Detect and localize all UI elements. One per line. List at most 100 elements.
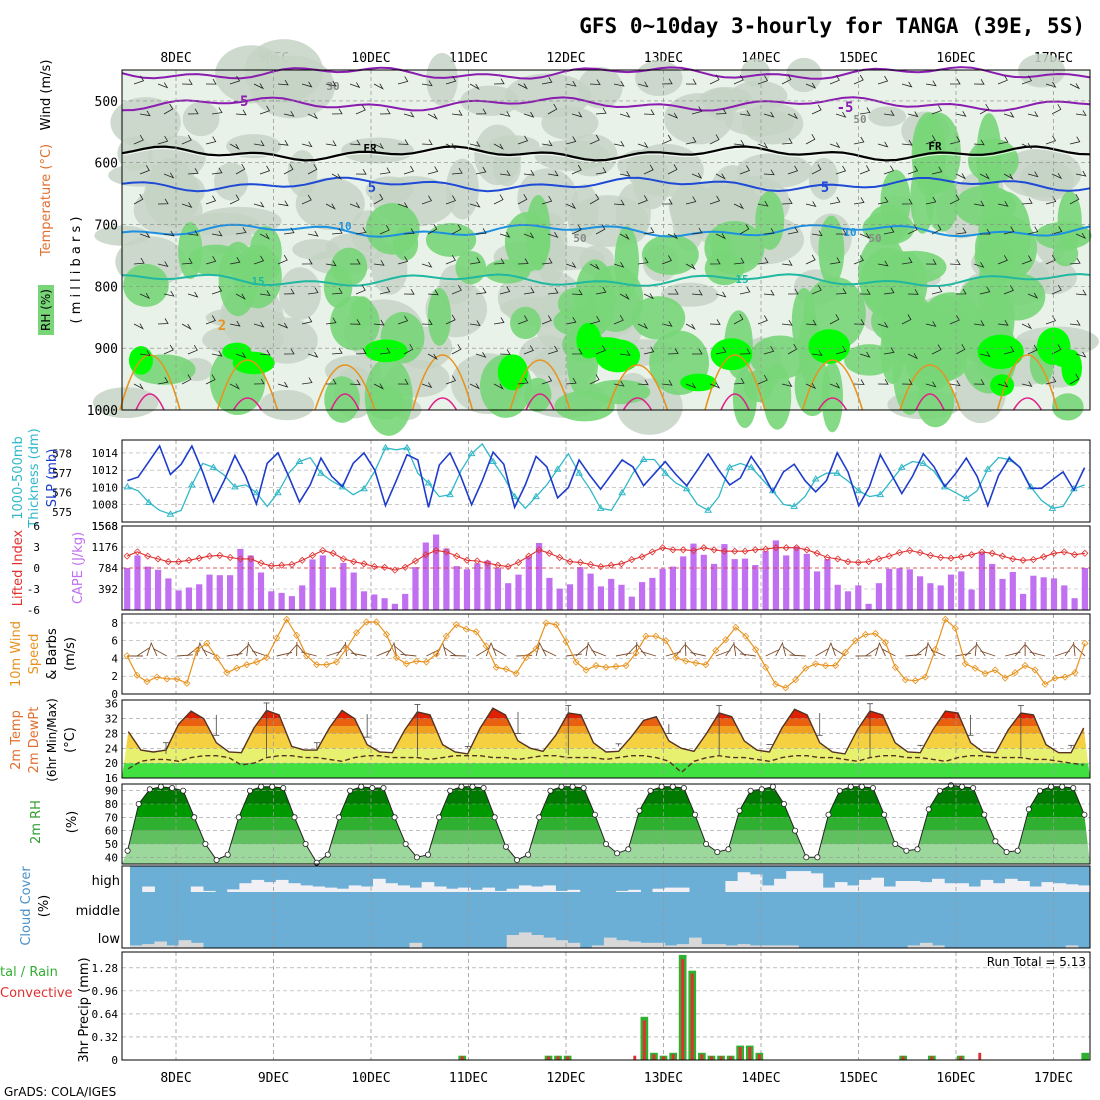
cloud-high-bar [676,887,690,892]
wind-barb [547,287,559,295]
slp-thickness-panel: 578 577 576 575 1014 1012 1010 1008 1568 1000-500… [11,428,1091,533]
rh-point [703,841,710,848]
wind-barb [709,74,720,85]
wind-barb [643,346,655,355]
wind-barb [541,140,553,147]
wind-barb [763,345,775,355]
rh-point [191,814,198,821]
wind-barb [931,286,943,295]
wind-barb [1069,83,1081,90]
wind-barb [565,80,577,87]
wind-barb [331,347,343,355]
wind-barb [541,195,553,205]
wind-barb [451,109,463,116]
wind-barb [805,201,817,208]
wind-barb [301,377,313,385]
wind-barb [1045,135,1057,145]
wind-barb [133,323,144,330]
wind-barb [349,319,361,325]
cape-bar [886,568,893,611]
cape-bar [546,577,553,610]
wind-barb [547,345,559,355]
wind-speed-point [762,663,770,671]
cape-lifted-panel: -6 -3 0 3 6 1568 1176 784 392 Lifted Index CAPE (J… [11,520,1091,617]
wind-barb [955,173,967,180]
thickness-point [639,455,648,463]
wind-barb [619,111,631,118]
tick-label: 2 [111,670,118,683]
wind-barb [139,110,151,117]
cape-bar [330,587,337,610]
wind-barb [877,196,889,205]
cape-bar [999,578,1006,610]
wind-barb [493,383,504,390]
wind-barb [739,110,751,117]
lifted-index-point [957,553,965,561]
lifted-index-point [514,558,523,566]
contour-magenta [232,397,263,411]
wind-barb [493,143,504,150]
contour-orange [801,359,864,411]
rh-point [1081,811,1088,818]
wind-speed-point [372,618,381,626]
wind-speed-point [911,677,919,685]
wind-barb [949,380,961,387]
wind-barb [157,135,169,145]
wind-barb [763,111,775,118]
axis-label: Temperature (°C) [39,144,54,257]
rh-blob-mid [725,108,795,137]
tick-label: 1176 [92,541,119,554]
cloud-low-bar [1065,945,1079,948]
lifted-index-point [329,549,337,557]
cloud-high-bar [275,879,289,892]
wind-barb [781,198,793,205]
wind-barb [325,140,337,147]
wind-barb [379,286,391,295]
wind-barb [901,81,913,88]
wind-barb [325,378,337,385]
precip-conv-bar [757,1054,761,1060]
rh-point [380,785,387,792]
wind-barb [253,321,265,328]
axis-label: (%) [65,811,80,834]
isotherm-10 [121,223,1091,238]
tick-label: 784 [98,562,118,575]
cape-bar [412,567,419,610]
wind-barb [853,379,865,385]
wind-barb [397,76,409,85]
lifted-index-point [350,558,358,566]
cape-bar [659,568,666,611]
wind-barb [373,259,385,266]
cape-bar [618,584,625,610]
cloud-high-bar [883,886,897,892]
thickness-point [123,482,132,490]
rh-point [269,783,276,790]
rh-point [491,814,498,821]
wind-speed-point [352,629,361,637]
wind-barb [283,227,295,235]
wind-barb [661,134,672,145]
rh-blob-bright [977,334,1024,369]
wind-barb [445,375,456,385]
wind-speed-point [1001,674,1009,682]
wind-barb [781,642,787,657]
cloud-low-bar [907,945,921,948]
wind-barb [973,320,985,326]
wind-barb [805,82,817,89]
cloud-high-bar [445,888,459,892]
wind-barb [643,164,654,175]
wind-barb [1064,643,1074,657]
cape-bar [855,585,862,610]
rh-point [903,847,910,854]
cape-bar [566,584,574,610]
tick-label: -6 [27,604,40,617]
contour-orange [314,364,376,411]
cape-bar [947,574,955,610]
wind-barb [307,287,319,295]
wind-barb [541,375,553,385]
lifted-index-point [473,557,481,565]
thickness-line [127,442,1085,515]
wind-barb [133,75,145,85]
rh-point [302,841,309,848]
